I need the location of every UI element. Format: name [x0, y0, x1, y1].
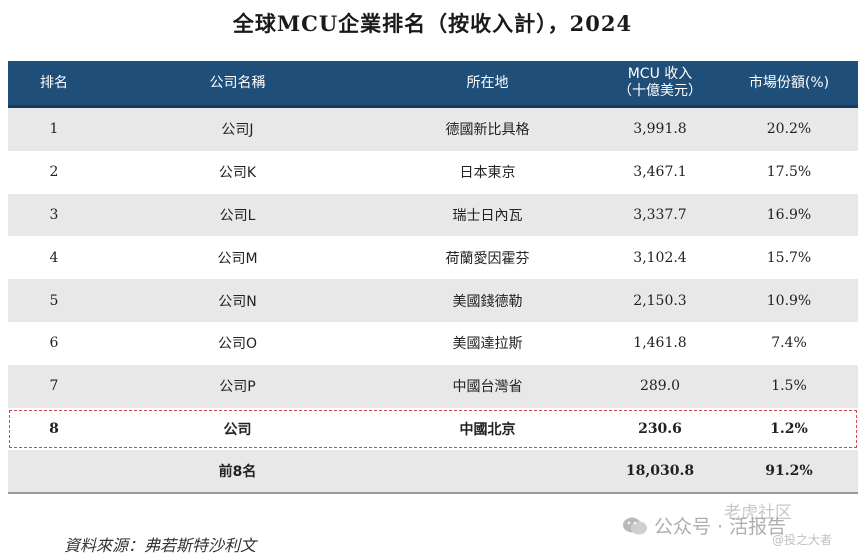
cell-revenue: 3,102.4 [633, 249, 687, 266]
cell-rank-empty [8, 450, 100, 492]
cell-location: 德國新比具格 [445, 122, 530, 139]
cell-company: 公司 [223, 421, 252, 438]
table-header: 排名 公司名稱 所在地 MCU 收入 （十億美元） 市場份額(%) [8, 61, 858, 108]
cell-share: 1.5% [771, 378, 807, 395]
cell-revenue: 289.0 [639, 378, 681, 395]
cell-company: 公司P [219, 379, 256, 396]
watermark: 公众号 · 活报告 [622, 512, 786, 539]
cell-share: 1.2% [770, 420, 808, 437]
total-revenue: 18,030.8 [625, 463, 695, 480]
cell-revenue: 3,467.1 [633, 164, 687, 181]
page-title: 全球MCU企業排名（按收入計），2024 [232, 11, 633, 36]
cell-revenue: 3,991.8 [633, 121, 687, 138]
cell-share: 15.7% [766, 249, 812, 266]
cell-rank: 6 [49, 335, 59, 352]
cell-rank: 5 [49, 292, 59, 309]
highlighted-row: 8 公司 中國北京 230.6 1.2% [8, 407, 858, 451]
cell-rank: 2 [49, 164, 59, 181]
cell-location: 日本東京 [459, 165, 516, 182]
cell-revenue: 1,461.8 [633, 335, 687, 352]
total-row: 前8名 18,030.8 91.2% [8, 450, 858, 495]
header-revenue: MCU 收入 （十億美元） [618, 66, 702, 99]
ranking-table: 排名 公司名稱 所在地 MCU 收入 （十億美元） 市場份額(%) 1 公司J … [8, 61, 858, 495]
cell-location-empty [375, 450, 600, 492]
cell-rank: 8 [49, 420, 59, 437]
total-share: 91.2% [765, 463, 813, 480]
header-company: 公司名稱 [209, 74, 266, 91]
cell-location: 美國錢德勒 [452, 293, 523, 310]
cell-location: 中國北京 [459, 421, 516, 438]
cell-company: 公司O [217, 336, 258, 353]
wechat-icon [623, 517, 647, 534]
cell-share: 20.2% [766, 121, 812, 138]
table-row: 3 公司L 瑞士日內瓦 3,337.7 16.9% [8, 193, 858, 237]
table-row: 6 公司O 美國達拉斯 1,461.8 7.4% [8, 321, 858, 365]
cell-share: 7.4% [771, 335, 807, 352]
header-share: 市場份額(%) [748, 74, 830, 91]
table-row: 2 公司K 日本東京 3,467.1 17.5% [8, 150, 858, 194]
cell-company: 公司N [218, 293, 257, 310]
cell-rank: 3 [49, 206, 59, 223]
source-note: 資料來源：弗若斯特沙利文 [64, 536, 257, 555]
cell-location: 中國台灣省 [452, 379, 523, 396]
cell-location: 美國達拉斯 [452, 336, 523, 353]
cell-revenue: 230.6 [638, 420, 682, 437]
watermark-top: 老虎社区 [724, 503, 792, 523]
cell-company: 公司M [217, 250, 258, 267]
cell-revenue: 3,337.7 [633, 206, 687, 223]
total-label: 前8名 [218, 464, 257, 481]
cell-company: 公司L [219, 207, 256, 224]
cell-share: 17.5% [766, 164, 812, 181]
table-row: 1 公司J 德國新比具格 3,991.8 20.2% [8, 108, 858, 151]
cell-rank: 1 [49, 121, 59, 138]
watermark-text: 公众号 · 活报告 [654, 516, 787, 538]
cell-rank: 4 [49, 249, 59, 266]
cell-company: 公司J [221, 122, 254, 139]
cell-rank: 7 [49, 378, 59, 395]
header-rank: 排名 [40, 74, 68, 91]
table-row: 5 公司N 美國錢德勒 2,150.3 10.9% [8, 279, 858, 322]
cell-revenue: 2,150.3 [633, 292, 687, 309]
cell-share: 10.9% [766, 292, 812, 309]
cell-company: 公司K [218, 165, 257, 182]
table-row: 7 公司P 中國台灣省 289.0 1.5% [8, 364, 858, 408]
cell-location: 瑞士日內瓦 [452, 207, 523, 224]
cell-share: 16.9% [766, 206, 812, 223]
cell-location: 荷蘭愛因霍芬 [445, 250, 530, 267]
table-row: 4 公司M 荷蘭愛因霍芬 3,102.4 15.7% [8, 236, 858, 280]
header-location: 所在地 [466, 74, 509, 91]
watermark-handle: @投之大者 [772, 533, 833, 547]
